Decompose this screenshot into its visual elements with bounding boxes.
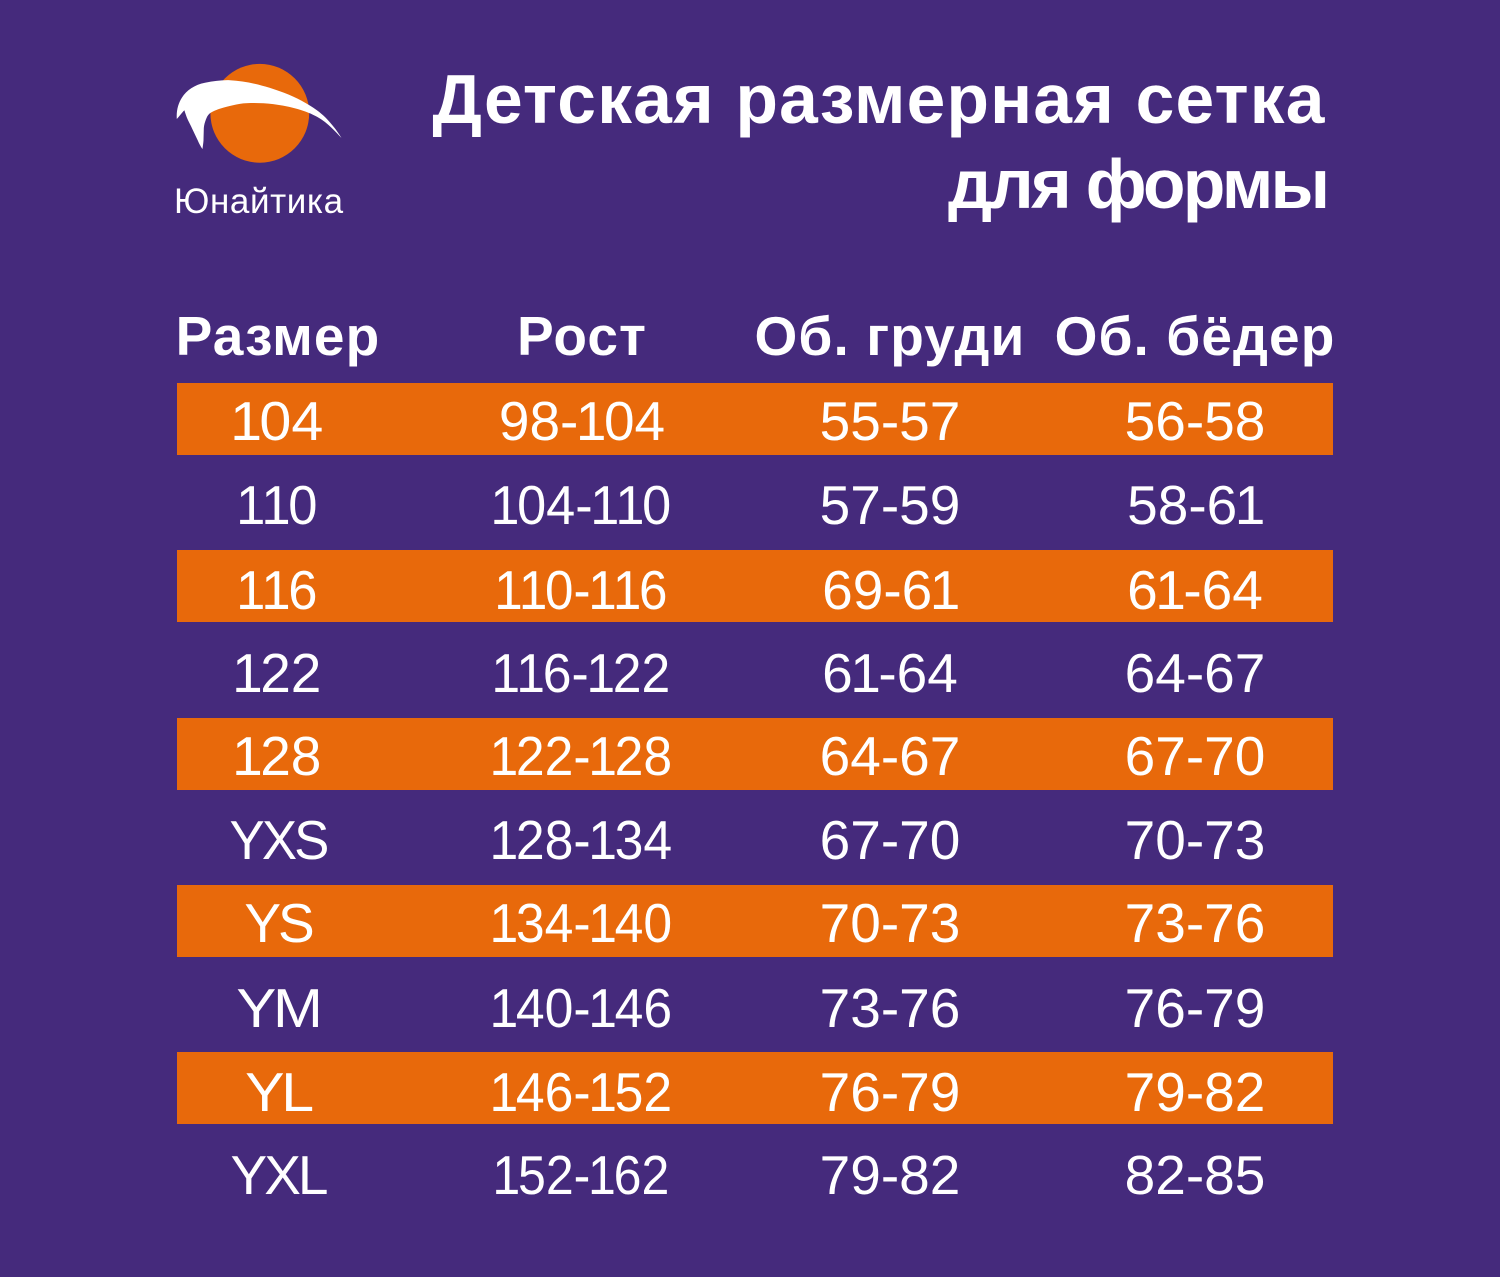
svg-text:Юнайтика: Юнайтика <box>174 182 344 221</box>
